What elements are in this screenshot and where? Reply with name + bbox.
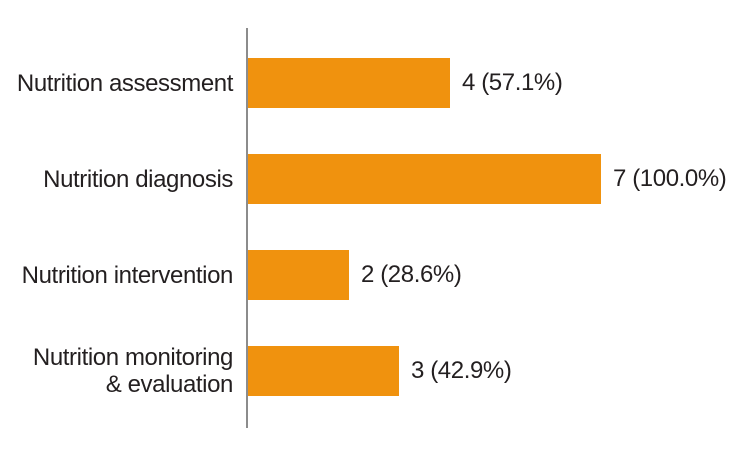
category-label-line: Nutrition assessment <box>16 69 233 97</box>
category-label: Nutrition diagnosis <box>0 154 233 204</box>
category-label: Nutrition monitoring & evaluation <box>0 344 234 398</box>
y-axis-line <box>246 28 248 428</box>
bar <box>248 346 399 396</box>
value-label: 7 (100.0%) <box>613 165 727 192</box>
category-label-line: Nutrition intervention <box>21 261 234 289</box>
value-label: 2 (28.6%) <box>361 261 462 288</box>
category-label-line: Nutrition monitoring <box>32 344 233 371</box>
bar <box>248 58 450 108</box>
category-label: Nutrition intervention <box>0 250 234 300</box>
bar <box>248 250 349 300</box>
value-label: 3 (42.9%) <box>411 357 512 384</box>
category-label-line: Nutrition diagnosis <box>43 165 233 193</box>
category-label-line: & evaluation <box>105 371 234 398</box>
value-label: 4 (57.1%) <box>462 69 563 96</box>
bar <box>248 154 601 204</box>
category-label: Nutrition assessment <box>0 58 233 108</box>
